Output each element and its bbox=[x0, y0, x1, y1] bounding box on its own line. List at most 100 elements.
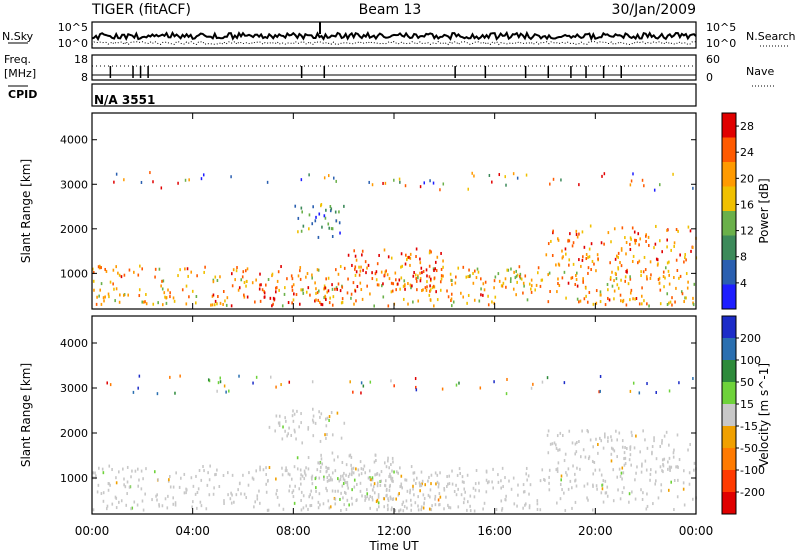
velocity-scatter-cell bbox=[649, 478, 651, 482]
velocity-scatter-cell bbox=[524, 502, 527, 506]
velocity-scatter-cell bbox=[621, 477, 623, 481]
velocity-scatter-cell bbox=[334, 489, 337, 493]
power-scatter-cell bbox=[297, 230, 299, 234]
power-scatter-cell bbox=[160, 186, 163, 190]
power-scatter-cell bbox=[439, 188, 441, 192]
power-scatter-cell bbox=[382, 181, 384, 185]
velocity-scatter-cell bbox=[195, 474, 197, 478]
velocity-scatter-cell bbox=[629, 389, 632, 393]
power-scatter-cell bbox=[539, 284, 542, 288]
velocity-scatter-cell bbox=[413, 478, 415, 482]
velocity-scatter-cell bbox=[285, 469, 288, 473]
velocity-scatter-cell bbox=[328, 415, 331, 419]
velocity-scatter-cell bbox=[97, 483, 100, 487]
power-scatter-cell bbox=[477, 270, 480, 274]
velocity-scatter-cell bbox=[406, 489, 409, 493]
power-scatter-cell bbox=[624, 279, 626, 283]
power-scatter-cell bbox=[617, 267, 620, 271]
power-scatter-cell bbox=[680, 290, 683, 294]
power-scatter-cell bbox=[452, 300, 455, 304]
power-scatter-cell bbox=[593, 262, 595, 266]
velocity-scatter-cell bbox=[583, 484, 586, 488]
velocity-scatter-cell bbox=[323, 477, 325, 481]
velocity-scatter-cell bbox=[353, 478, 356, 482]
x-tick-label: 04:00 bbox=[175, 524, 210, 538]
power-scatter-cell bbox=[360, 265, 362, 269]
power-scatter-cell bbox=[292, 283, 295, 287]
power-scatter-cell bbox=[384, 181, 387, 185]
power-scatter-cell bbox=[433, 276, 436, 280]
power-scatter-cell bbox=[585, 257, 588, 261]
velocity-scatter-cell bbox=[649, 472, 652, 476]
velocity-scatter-cell bbox=[353, 485, 356, 489]
power-scatter-cell bbox=[516, 280, 518, 284]
power-scatter-cell bbox=[668, 260, 670, 264]
power-scatter-cell bbox=[382, 282, 384, 286]
velocity-scatter-cell bbox=[348, 472, 351, 476]
power-scatter-cell bbox=[191, 289, 194, 293]
velocity-scatter-cell bbox=[539, 508, 542, 512]
velocity-scatter-cell bbox=[364, 495, 366, 499]
power-scatter-cell bbox=[620, 278, 622, 282]
power-scatter-cell bbox=[659, 288, 662, 292]
velocity-scatter-cell bbox=[307, 467, 310, 471]
power-scatter-cell bbox=[648, 304, 650, 308]
power-scatter-cell bbox=[557, 277, 559, 281]
power-scatter-cell bbox=[629, 277, 632, 281]
velocity-scatter-cell bbox=[413, 471, 416, 475]
velocity-scatter-cell bbox=[410, 503, 413, 507]
velocity-scatter-cell bbox=[265, 473, 267, 477]
power-scatter-cell bbox=[630, 288, 633, 292]
velocity-scatter-cell bbox=[317, 461, 319, 465]
velocity-scatter-cell bbox=[207, 378, 210, 382]
velocity-scatter-cell bbox=[373, 460, 376, 464]
velocity-scatter-cell bbox=[497, 473, 499, 477]
velocity-scatter-cell bbox=[616, 438, 618, 442]
power-scatter-cell bbox=[676, 269, 679, 273]
freq-drop-marker bbox=[570, 66, 572, 78]
power-scatter-cell bbox=[600, 293, 602, 297]
power-scatter-cell bbox=[514, 276, 517, 280]
velocity-scatter-cell bbox=[457, 505, 460, 509]
power-scatter-cell bbox=[384, 270, 387, 274]
power-scatter-cell bbox=[428, 264, 431, 268]
velocity-scatter-cell bbox=[394, 509, 397, 513]
velocity-scatter-cell bbox=[183, 472, 186, 476]
power-scatter-cell bbox=[385, 269, 387, 273]
velocity-scatter-cell bbox=[553, 441, 556, 445]
velocity-scatter-cell bbox=[352, 466, 355, 470]
velocity-scatter-cell bbox=[390, 462, 392, 466]
power-colorbar-label: Power [dB] bbox=[757, 178, 771, 243]
power-scatter-cell bbox=[595, 269, 597, 273]
velocity-scatter-cell bbox=[331, 471, 334, 475]
power-scatter-cell bbox=[432, 181, 435, 185]
velocity-colorbar-frame bbox=[721, 315, 737, 515]
velocity-scatter-cell bbox=[94, 471, 96, 475]
power-scatter-cell bbox=[327, 174, 330, 178]
velocity-scatter-cell bbox=[634, 478, 636, 482]
power-scatter-cell bbox=[685, 296, 687, 300]
power-scatter-cell bbox=[504, 277, 507, 281]
power-scatter-cell bbox=[236, 266, 238, 270]
velocity-scatter-cell bbox=[455, 483, 457, 487]
power-scatter-cell bbox=[112, 282, 114, 286]
power-scatter-cell bbox=[429, 179, 431, 183]
power-scatter-cell bbox=[388, 277, 391, 281]
velocity-scatter-cell bbox=[526, 478, 528, 482]
power-scatter-cell bbox=[507, 268, 510, 272]
velocity-scatter-cell bbox=[345, 463, 348, 467]
velocity-scatter-cell bbox=[267, 479, 269, 483]
velocity-scatter-cell bbox=[172, 485, 175, 489]
velocity-scatter-cell bbox=[341, 460, 344, 464]
power-scatter-cell bbox=[141, 267, 144, 271]
power-scatter-cell bbox=[368, 180, 370, 184]
power-scatter-cell bbox=[347, 253, 350, 257]
power-scatter-cell bbox=[519, 276, 522, 280]
power-scatter-cell bbox=[530, 287, 532, 291]
power-scatter-cell bbox=[433, 268, 435, 272]
velocity-scatter-cell bbox=[352, 390, 354, 394]
power-scatter-cell bbox=[328, 301, 331, 305]
velocity-scatter-cell bbox=[502, 485, 504, 489]
power-colorbar-tick-label: 8 bbox=[740, 251, 747, 264]
power-scatter-cell bbox=[177, 274, 179, 278]
